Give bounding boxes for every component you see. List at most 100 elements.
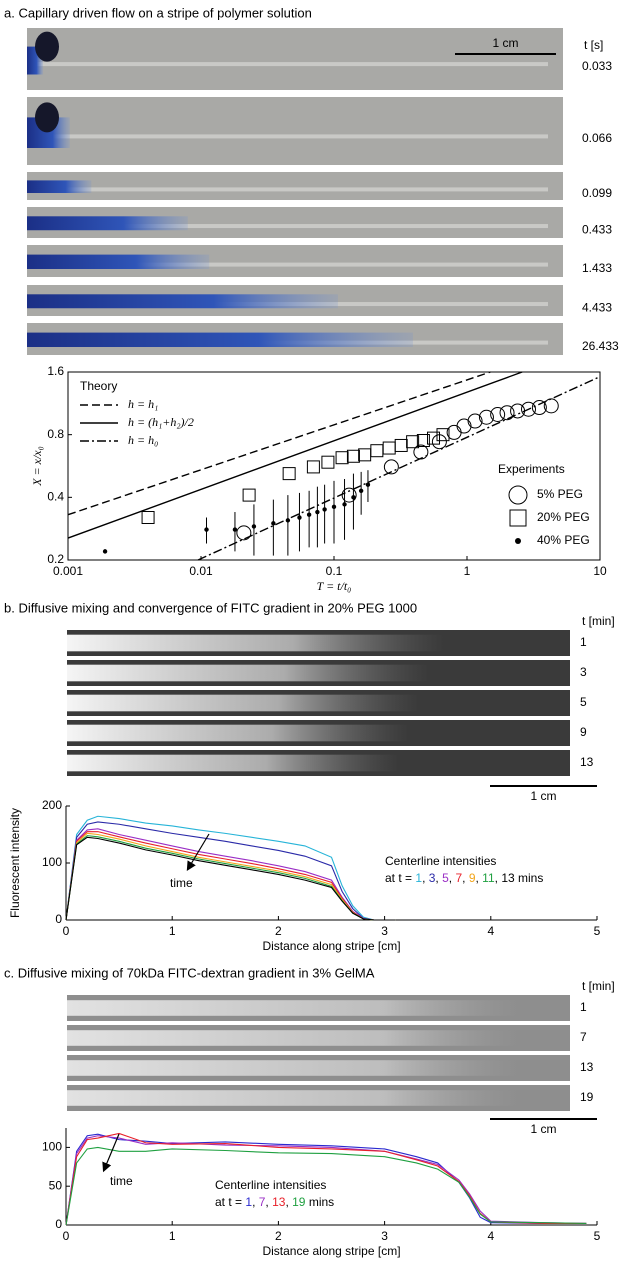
legend-label: h = h₁ [128,397,158,411]
intensity-line [65,1146,587,1226]
dot-marker [285,518,291,523]
time-label: 9 [580,725,587,739]
time-label: 7 [580,1030,587,1044]
dot-marker [232,527,238,532]
arrow-label: time [110,1174,133,1188]
arrow-label: time [170,876,193,890]
droplet [35,31,59,62]
legend-entry: 13 [272,1195,286,1209]
y-tick-label: 50 [49,1178,63,1192]
scale-label: 1 cm [530,789,556,803]
dot-marker [204,527,209,532]
y-tick-label: 0 [55,1217,62,1231]
y-tick-label: 1.6 [47,364,64,378]
photo-strip [27,97,563,165]
x-tick-label: 0 [63,1229,70,1243]
x-tick-label: 3 [381,924,388,938]
intensity-line [65,815,396,921]
fluorescence [67,1030,520,1046]
circle-marker [531,400,547,416]
legend-entry: 7 [259,1195,266,1209]
dot-marker [351,495,356,500]
dye-front [27,254,210,269]
legend-entry: 7 [455,871,462,885]
square-marker [382,441,396,455]
stripe-band [27,134,548,139]
scale-label: 1 cm [492,36,518,50]
fluorescence [67,694,420,712]
legend-title: Experiments [498,462,565,476]
y-tick-label: 0.4 [47,490,64,504]
square-marker [406,435,420,449]
x-tick-label: 4 [487,1229,494,1243]
stripe-band [27,262,548,267]
y-tick-label: 200 [42,798,62,812]
x-tick-label: 1 [464,564,471,578]
photo-strip [27,28,563,90]
legend-prefix: at t = [215,1195,242,1209]
y-tick-label: 0.2 [47,552,64,566]
legend-title: Theory [80,379,117,393]
circle-marker [383,459,399,475]
circle-marker [236,525,252,541]
dot-marker [342,502,347,507]
square-marker [358,448,372,462]
square-marker [346,449,360,463]
y-tick-label: 100 [42,855,62,869]
time-label: 26.433 [582,339,619,353]
fluorescence [67,664,430,682]
legend-label: 20% PEG [537,510,590,524]
circle-marker [467,413,483,429]
fluorescence [67,724,410,742]
intensity-line [65,832,396,921]
intensity-line [65,1133,587,1226]
x-tick-label: 5 [594,1229,601,1243]
legend-line: at t = 1, 3, 5, 7, 9, 11, 13 mins [385,871,543,885]
square-marker [416,434,430,448]
legend-separator: , [422,871,429,885]
dot-marker [251,524,257,529]
legend-swatch [509,509,527,527]
dye-front [27,216,188,231]
square-marker [282,467,296,481]
time-label: 3 [580,665,587,679]
dot-marker [315,509,320,515]
fluorescence [67,1000,520,1016]
dot-marker [297,515,302,520]
x-tick-label: 2 [275,924,282,938]
square-marker [335,451,349,465]
legend-label: 5% PEG [537,487,583,501]
panel-title: a. Capillary driven flow on a stripe of … [4,5,312,20]
stripe-band [27,187,548,192]
theory-line [67,371,523,539]
time-arrow [102,1133,120,1173]
fluorescence [67,754,399,772]
legend-entry: 1 [245,1195,252,1209]
x-tick-label: 0 [63,924,70,938]
legend-suffix: mins [518,871,543,885]
square-marker [427,431,441,445]
legend-separator: , [449,871,456,885]
time-label: 0.433 [582,223,612,237]
legend-entry: 19 [292,1195,306,1209]
x-tick-label: 0.01 [189,564,213,578]
legend-label: 40% PEG [537,533,590,547]
circle-marker [456,418,472,434]
time-label: 13 [580,755,594,769]
x-axis-title: Distance along stripe [cm] [262,939,400,953]
legend-title: Centerline intensities [215,1178,326,1192]
fluorescence [67,1060,520,1076]
y-tick-label: 0 [55,912,62,926]
legend-entry: 1 [415,871,422,885]
dot-marker [271,521,276,526]
legend-prefix: at t = [385,871,412,885]
legend-separator: , [476,871,483,885]
intensity-line [65,836,396,921]
time-label: 13 [580,1060,594,1074]
legend-separator: , [495,871,502,885]
square-marker [321,455,335,469]
stripe-band [27,62,548,67]
time-header: t [min] [582,979,615,993]
circle-marker [413,444,429,460]
dot-marker [358,488,364,493]
